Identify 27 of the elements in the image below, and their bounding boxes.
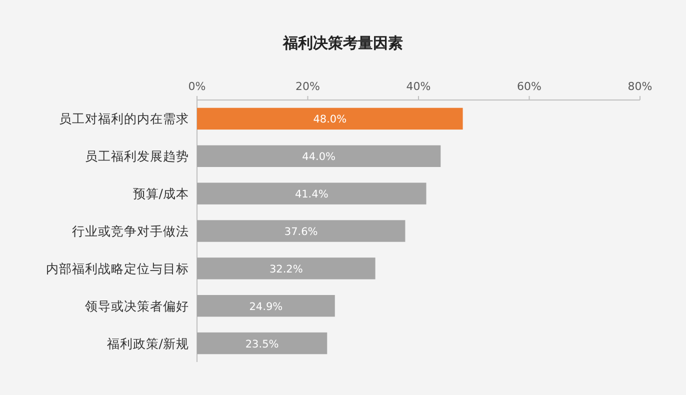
y-tick-label: 内部福利战略定位与目标	[46, 260, 189, 276]
data-label: 37.6%	[284, 226, 318, 238]
data-label: 44.0%	[302, 151, 336, 164]
x-tick-label: 80%	[628, 80, 652, 93]
y-tick-label: 行业或竞争对手做法	[72, 224, 189, 238]
y-tick-label: 员工福利发展趋势	[85, 148, 189, 164]
x-tick-label: 0%	[188, 80, 206, 93]
data-label: 41.4%	[294, 188, 328, 201]
x-tick-label: 60%	[517, 80, 542, 93]
bar	[197, 108, 463, 130]
bar	[197, 220, 406, 242]
chart-title: 福利决策考量因素	[282, 34, 403, 52]
y-tick-label: 预算/成本	[132, 186, 189, 202]
bar	[197, 182, 426, 204]
y-tick-label: 员工对福利的内在需求	[59, 111, 189, 126]
data-label: 48.0%	[313, 114, 347, 126]
y-tick-label: 福利政策/新规	[106, 336, 189, 351]
data-label: 32.2%	[269, 263, 303, 276]
x-tick-label: 20%	[296, 80, 320, 93]
bar	[197, 332, 328, 354]
bar	[197, 258, 376, 280]
y-tick-label: 领导或决策者偏好	[85, 298, 189, 314]
bar	[197, 295, 335, 317]
data-label: 23.5%	[245, 338, 279, 350]
bar	[197, 145, 441, 167]
x-tick-label: 40%	[406, 80, 431, 93]
data-label: 24.9%	[249, 300, 283, 313]
